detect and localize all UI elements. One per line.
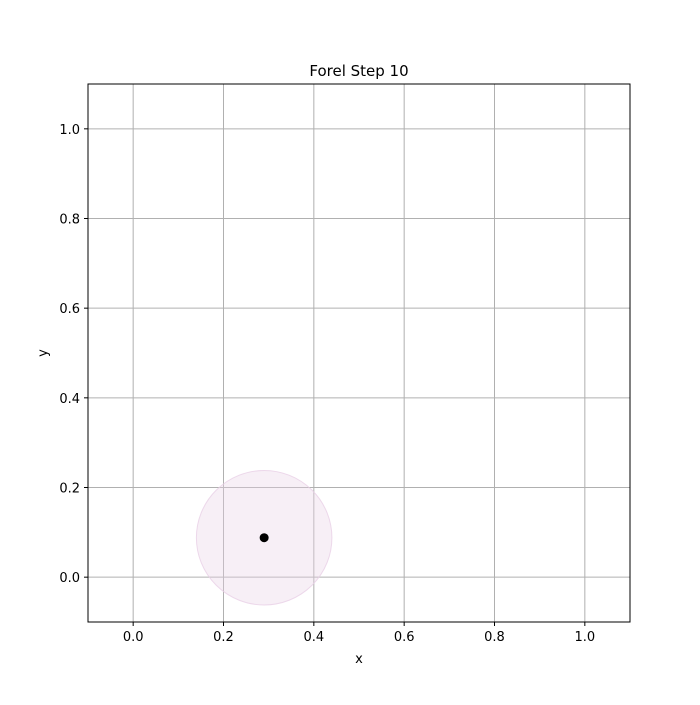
x-axis-label: x (355, 652, 363, 667)
y-tick-label: 0.2 (59, 482, 80, 497)
axes-frame (87, 83, 631, 623)
y-axis-label: y (36, 349, 51, 357)
x-tick-label: 0.4 (303, 630, 324, 645)
x-tick-label: 0.2 (213, 630, 234, 645)
y-tick-label: 0.4 (59, 392, 80, 407)
x-tick-label: 0.0 (123, 630, 144, 645)
y-tick-label: 0.0 (59, 571, 80, 586)
x-tick-label: 1.0 (574, 630, 595, 645)
x-tick-label: 0.8 (484, 630, 505, 645)
chart-title: Forel Step 10 (309, 62, 408, 80)
x-tick-label: 0.6 (394, 630, 415, 645)
grid (88, 84, 630, 622)
ticks: 0.0 0.2 0.4 0.6 0.8 1.0 0.0 0.2 0.4 0.6 0.8 1.0 (59, 123, 595, 645)
y-tick-label: 0.8 (59, 213, 80, 228)
data-point (259, 533, 269, 543)
plot-area (195, 469, 333, 606)
y-tick-label: 0.6 (59, 302, 80, 317)
y-tick-label: 1.0 (59, 123, 80, 138)
